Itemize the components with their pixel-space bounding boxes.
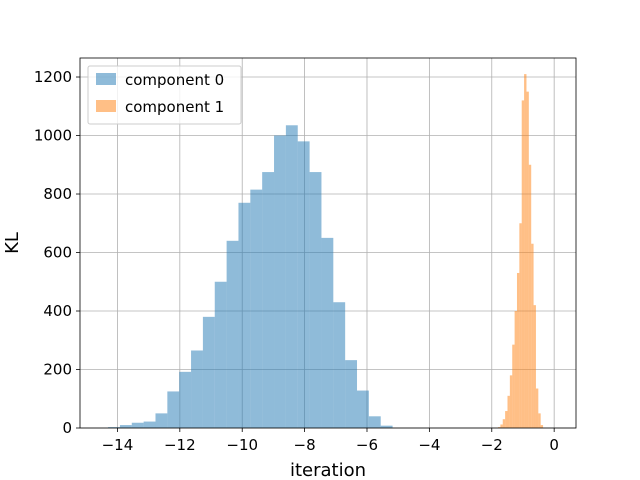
histogram-bar [274,135,286,428]
histogram-bar [500,424,503,428]
y-tick-label: 400 [43,302,72,320]
y-tick-label: 200 [43,361,72,379]
histogram-bar [505,411,508,428]
y-tick-label: 1200 [34,68,72,86]
legend-box [87,65,242,125]
histogram-bar [509,375,513,428]
x-tick-label: 0 [549,436,559,454]
histogram-bar [380,425,393,428]
x-axis-ticks: −14 −12 −10 −8 −6 −4 −2 0 [102,428,559,454]
y-tick-label: 1000 [34,127,72,145]
histogram-bar [498,427,501,428]
x-tick-label: −6 [356,436,378,454]
histogram-bar [297,141,310,428]
histogram-bar [514,311,517,428]
y-tick-label: 0 [62,419,72,437]
legend-label-component-1: component 1 [125,98,224,116]
histogram-bar [250,189,263,428]
series-component-1 [498,74,544,429]
histogram-bar [119,425,132,428]
histogram-bar [238,202,251,428]
x-tick-label: −4 [418,436,440,454]
histogram-bar [540,425,544,428]
x-tick-label: −8 [294,436,316,454]
histogram-bar [214,281,227,428]
histogram-bar [507,395,510,428]
histogram-bar [191,350,203,428]
histogram-bar [524,74,527,428]
histogram-bar [309,172,322,428]
y-tick-label: 600 [43,244,72,262]
histogram-bar [202,316,215,428]
x-tick-label: −14 [102,436,134,454]
histogram-bar [321,237,334,428]
histogram-bar [285,125,298,428]
histogram-bar [535,388,539,428]
histogram-bar [167,391,180,428]
histogram-bar [368,416,381,428]
legend-label-component-0: component 0 [125,71,224,89]
x-tick-label: −10 [226,436,258,454]
histogram-bar [521,100,525,428]
y-tick-label: 800 [43,185,72,203]
histogram-bars [108,74,544,429]
legend: component 0 component 1 [87,65,242,125]
x-axis-label: iteration [290,460,366,480]
histogram-bar [538,413,541,428]
histogram-bar [345,360,358,428]
histogram-bar [502,419,506,428]
legend-swatch-component-0 [96,73,116,85]
histogram-bar [512,344,515,428]
histogram-bar [226,240,239,428]
histogram-bar [262,172,275,428]
legend-swatch-component-1 [96,100,116,112]
x-tick-label: −12 [164,436,196,454]
series-component-0 [108,125,393,428]
y-axis-ticks: 0 200 400 600 800 1000 1200 [34,68,80,437]
y-axis-label: KL [2,232,23,254]
histogram-bar [357,390,369,428]
histogram-bar [528,164,532,428]
plot-frame [79,57,577,429]
x-tick-label: −2 [481,436,503,454]
histogram-bar [143,421,156,428]
histogram-bar [531,243,534,428]
histogram-bar [108,427,120,428]
histogram-bar [526,91,529,429]
histogram-bar [131,422,144,428]
histogram-bar [516,272,520,428]
histogram-bar [333,302,346,428]
histogram-bar [519,223,522,428]
histogram-bar [179,371,192,428]
histogram-bar [155,413,168,428]
histogram-bar [533,305,536,428]
